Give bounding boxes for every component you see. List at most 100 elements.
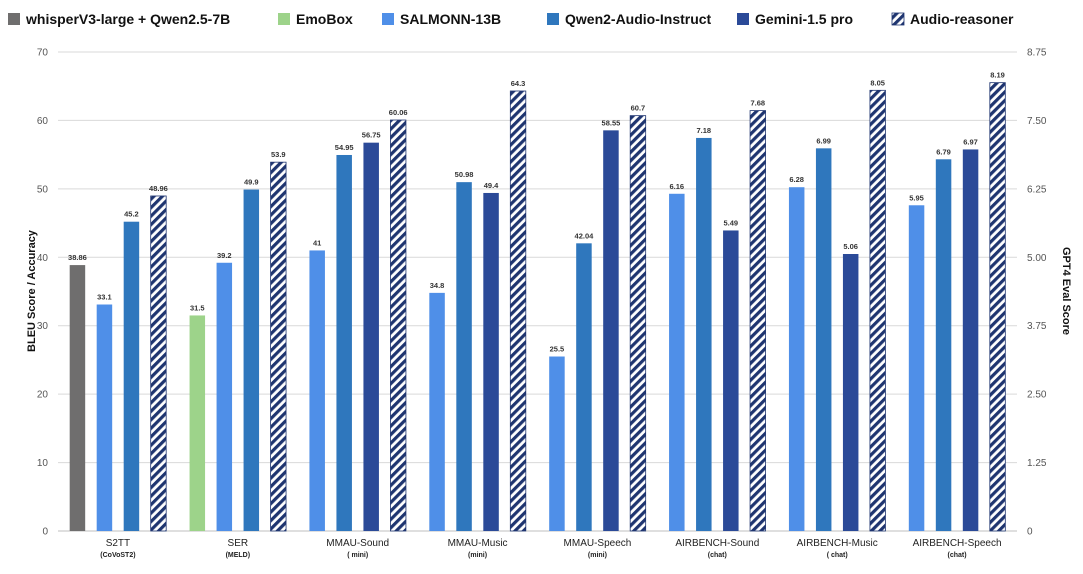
data-labels: 38.86 33.1 45.2 48.96 31.5 39.2 49.9 53.9 41 54.9…: [68, 71, 1005, 354]
data-label: 42.04: [575, 231, 595, 240]
legend: whisperV3-large + Qwen2.5-7B EmoBox SALMON…: [8, 11, 1014, 27]
bar-4-1: [576, 243, 592, 531]
bar-5-3: [749, 110, 766, 532]
bar-6-2: [842, 254, 859, 531]
data-label: 8.19: [990, 71, 1005, 80]
bar-3-3: [509, 90, 527, 532]
legend-label: SALMONN-13B: [400, 11, 501, 27]
legend-swatch: [547, 13, 559, 25]
y2-tick-label: 7.50: [1027, 116, 1047, 127]
bar-2-3: [390, 119, 407, 532]
data-label: 5.49: [724, 218, 739, 227]
bar-6-0: [788, 187, 805, 532]
bar-5-1: [696, 137, 712, 531]
data-label: 33.1: [97, 293, 112, 302]
bar-6-1: [815, 148, 832, 532]
legend-label: Gemini-1.5 pro: [755, 11, 853, 27]
category-sublabel: (chat): [948, 552, 967, 559]
data-label: 7.18: [697, 126, 712, 135]
data-label: 60.06: [389, 108, 408, 117]
data-label: 41: [313, 238, 321, 247]
y2-tick-label: 2.50: [1027, 390, 1047, 401]
bar-4-3: [629, 115, 647, 532]
data-label: 31.5: [190, 303, 205, 312]
bar-0-0: [69, 265, 86, 531]
y2-tick-label: 6.25: [1027, 184, 1047, 195]
bar-0-3: [150, 195, 167, 532]
data-label: 5.95: [909, 193, 924, 202]
bar-3-1: [456, 182, 472, 532]
category-label: MMAU-Music: [448, 538, 508, 549]
bar-3-2: [483, 192, 499, 531]
legend-swatch: [737, 13, 749, 25]
legend-swatch: [278, 13, 290, 25]
bar-1-3: [270, 161, 287, 532]
data-label: 6.79: [936, 147, 951, 156]
category-sublabel: (mini): [588, 552, 607, 559]
y-tick-label: 50: [37, 184, 49, 195]
bar-2-1: [336, 154, 352, 532]
bars: [69, 82, 1006, 532]
category-label: MMAU-Sound: [326, 538, 389, 549]
bar-5-0: [669, 193, 685, 531]
y-tick-label: 40: [37, 253, 49, 264]
y2-tick-label: 8.75: [1027, 48, 1047, 59]
bar-0-1: [96, 304, 113, 531]
y-tick-label: 60: [37, 116, 49, 127]
data-label: 64.3: [511, 79, 526, 88]
y2-tick-label: 3.75: [1027, 321, 1047, 332]
category-sublabel: ( mini): [347, 552, 368, 559]
data-label: 60.7: [631, 104, 646, 113]
data-label: 8.05: [870, 78, 885, 87]
y-tick-label: 70: [37, 48, 49, 59]
y2-tick-label: 0: [1027, 527, 1033, 538]
data-label: 25.5: [550, 345, 565, 354]
data-label: 6.28: [789, 175, 804, 184]
bar-1-2: [243, 189, 260, 531]
category-label: SER: [228, 538, 249, 549]
bar-4-2: [603, 130, 619, 531]
legend-swatch: [382, 13, 394, 25]
data-label: 53.9: [271, 150, 286, 159]
legend-swatch: [8, 13, 20, 25]
data-label: 56.75: [362, 131, 381, 140]
category-label: MMAU-Speech: [564, 538, 632, 549]
data-label: 50.98: [455, 170, 474, 179]
category-label: AIRBENCH-Speech: [913, 538, 1002, 549]
bar-2-2: [363, 142, 379, 532]
legend-label: Audio-reasoner: [910, 11, 1014, 27]
category-sublabel: (MELD): [226, 552, 251, 559]
y-tick-label: 20: [37, 390, 49, 401]
y2-tick-label: 5.00: [1027, 253, 1047, 264]
data-label: 34.8: [430, 281, 445, 290]
data-label: 45.2: [124, 210, 139, 219]
y2-axis-title: GPT4 Eval Score: [1060, 247, 1072, 335]
category-sublabel: (CoVoST2): [100, 552, 135, 559]
category-sublabel: (chat): [708, 552, 727, 559]
y-axis-title: BLEU Score / Accuracy: [26, 229, 38, 352]
data-label: 49.9: [244, 178, 259, 187]
bar-0-2: [123, 221, 140, 531]
bar-7-0: [908, 205, 925, 531]
data-label: 7.68: [751, 99, 766, 108]
data-label: 48.96: [149, 184, 168, 193]
bar-4-0: [549, 356, 565, 531]
category-sublabel: (mini): [468, 552, 487, 559]
data-label: 6.97: [963, 137, 978, 146]
bar-1-0: [189, 315, 206, 531]
category-sublabel: ( chat): [827, 552, 848, 559]
category-label: S2TT: [106, 538, 130, 549]
category-label: AIRBENCH-Sound: [675, 538, 759, 549]
data-label: 5.06: [843, 242, 858, 251]
data-label: 54.95: [335, 143, 354, 152]
bar-7-2: [962, 149, 979, 531]
data-label: 58.55: [602, 118, 621, 127]
y-tick-label: 30: [37, 321, 49, 332]
data-label: 6.16: [670, 182, 685, 191]
y-tick-label: 10: [37, 458, 49, 469]
legend-swatch: [891, 12, 905, 26]
legend-label: Qwen2-Audio-Instruct: [565, 11, 712, 27]
bar-7-1: [935, 159, 952, 531]
data-label: 39.2: [217, 251, 232, 260]
